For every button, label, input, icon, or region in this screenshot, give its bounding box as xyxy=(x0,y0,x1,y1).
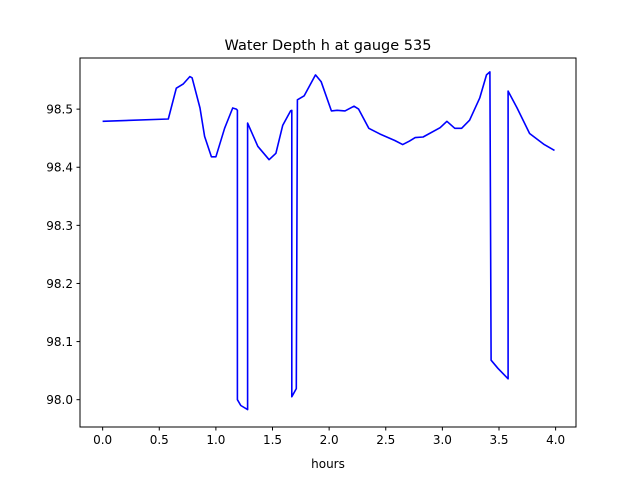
x-tick-label: 4.0 xyxy=(546,433,565,447)
y-tick-label: 98.4 xyxy=(46,161,73,175)
y-tick-label: 98.2 xyxy=(46,277,73,291)
y-axis: 98.0 98.1 98.2 98.3 98.4 98.5 xyxy=(46,103,80,407)
y-tick-label: 98.3 xyxy=(46,219,73,233)
chart-title: Water Depth h at gauge 535 xyxy=(225,38,432,54)
y-tick-label: 98.0 xyxy=(46,393,73,407)
y-tick-label: 98.1 xyxy=(46,335,73,349)
x-tick-label: 1.5 xyxy=(263,433,282,447)
x-tick-label: 2.0 xyxy=(320,433,339,447)
x-tick-label: 0.0 xyxy=(93,433,112,447)
series-line-h xyxy=(102,71,555,411)
y-tick-label: 98.5 xyxy=(46,103,73,117)
axes-frame xyxy=(79,57,577,428)
x-axis-label: hours xyxy=(311,457,345,471)
plot-area xyxy=(102,71,555,411)
x-tick-label: 0.5 xyxy=(150,433,169,447)
x-tick-label: 3.5 xyxy=(489,433,508,447)
x-tick-label: 1.0 xyxy=(206,433,225,447)
x-tick-label: 2.5 xyxy=(376,433,395,447)
x-tick-label: 3.0 xyxy=(433,433,452,447)
x-axis: 0.0 0.5 1.0 1.5 2.0 2.5 3.0 3.5 4.0 xyxy=(93,427,565,447)
